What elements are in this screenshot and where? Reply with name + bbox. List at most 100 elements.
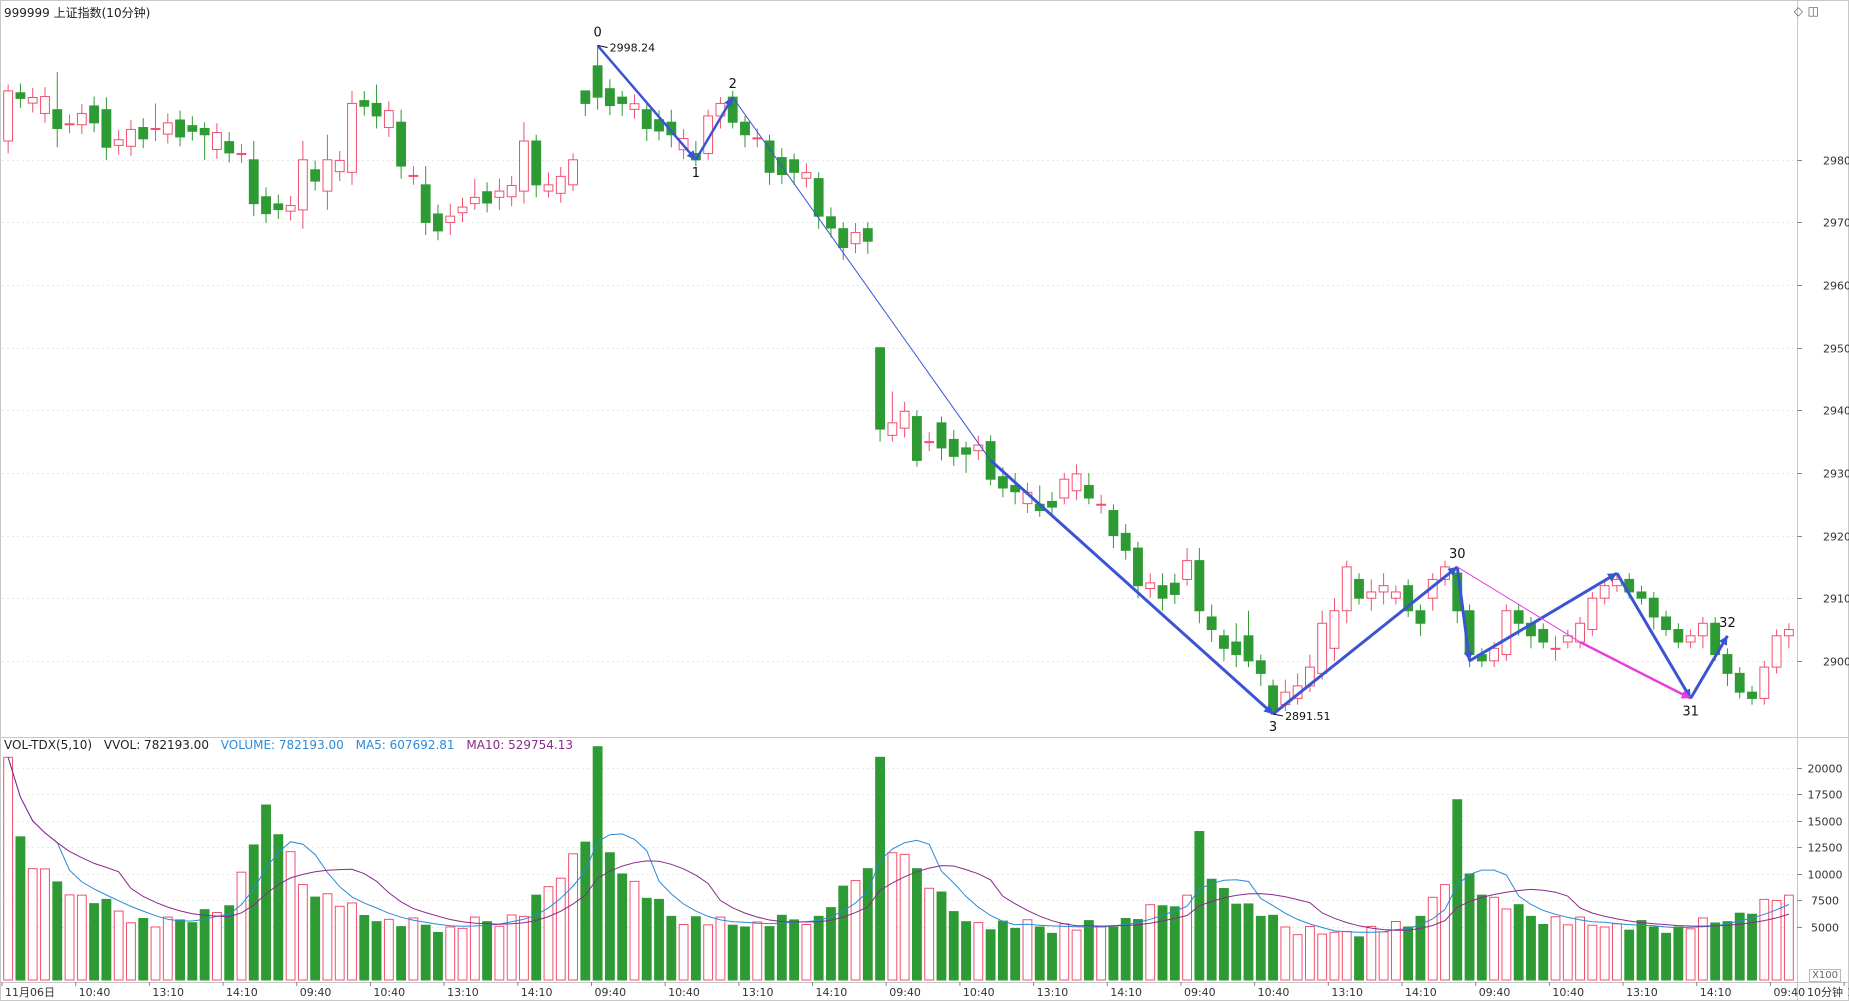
candle-up <box>1182 560 1193 580</box>
candle-down <box>1133 547 1143 587</box>
volume-bar <box>912 868 922 981</box>
candle-up <box>113 139 124 146</box>
volume-bar <box>641 897 652 981</box>
time-tick-label: 13:10 <box>742 986 774 999</box>
volume-bar <box>334 905 345 981</box>
volume-bar <box>1697 917 1708 981</box>
chart-title: 999999 上证指数(10分钟) <box>4 6 151 20</box>
volume-bar <box>1759 898 1770 981</box>
candle-down <box>175 119 185 138</box>
period-label: 10分钟 <box>1807 986 1843 999</box>
volume-bar <box>27 868 38 981</box>
candle-up <box>383 110 394 129</box>
volume-bar <box>826 907 836 981</box>
volume-bar <box>1268 914 1278 981</box>
wave-31-32-head <box>1719 635 1728 646</box>
candle-down <box>1047 500 1057 508</box>
volume-bar <box>297 884 308 981</box>
volume-bar <box>1304 925 1315 981</box>
candle-down <box>912 416 922 461</box>
time-tick-label: 13:10 <box>1626 986 1658 999</box>
candle-up <box>236 153 247 156</box>
candle-up <box>1599 585 1610 599</box>
volume-bar <box>1464 873 1475 981</box>
candle-down <box>1673 629 1684 643</box>
time-tick-label: 14:10 <box>521 986 553 999</box>
candle-down <box>1403 585 1414 612</box>
volume-bar <box>261 804 271 981</box>
wave-30-a-head <box>1463 651 1473 661</box>
candle-down <box>1722 654 1733 674</box>
candle-up <box>1759 666 1770 699</box>
candle-down <box>359 100 370 107</box>
price-tick-label: 2910 <box>1823 593 1849 606</box>
candle-down <box>1083 484 1094 499</box>
volume-bar <box>948 911 959 981</box>
candle-down <box>604 88 615 107</box>
volume-bar <box>887 852 898 981</box>
candle-down <box>875 347 885 430</box>
candle-down <box>482 191 493 204</box>
volume-bar <box>1010 927 1021 981</box>
candle-down <box>666 121 677 136</box>
volume-bar <box>924 887 935 981</box>
wave-1-2-head <box>724 97 733 108</box>
candle-up <box>1329 610 1340 649</box>
volume-bar <box>1710 922 1721 981</box>
time-tick-label: 10:40 <box>373 986 405 999</box>
volume-bar <box>236 871 247 981</box>
candle-down <box>1354 578 1364 599</box>
candle-up <box>1783 629 1794 637</box>
vvol-value: VVOL: 782193.00 <box>103 738 209 752</box>
volume-tick-label: 7500 <box>1811 895 1839 908</box>
volume-bar <box>1501 908 1512 981</box>
volume-bar <box>3 756 14 981</box>
volume-bar <box>285 851 296 981</box>
volume-bar <box>727 924 738 981</box>
time-tick-label: 09:40 <box>300 986 332 999</box>
candle-up <box>1550 647 1561 650</box>
candle-up <box>973 444 984 452</box>
volume-bar <box>506 914 517 981</box>
candle-down <box>813 178 824 217</box>
candle-up <box>408 174 419 177</box>
candle-up <box>126 128 136 147</box>
volume-bar <box>715 916 726 981</box>
volume-bar <box>985 929 996 981</box>
wave-0-1-head <box>686 150 696 160</box>
volume-bar <box>494 925 505 981</box>
candle-down <box>273 203 284 211</box>
candle-down <box>89 105 100 124</box>
diamond-icon[interactable]: ◇ <box>1793 4 1803 18</box>
candle-down <box>224 141 235 154</box>
price-tick-label: 2980 <box>1823 155 1849 168</box>
price-tick-label: 2900 <box>1823 656 1849 669</box>
time-tick-label: 14:10 <box>226 986 258 999</box>
volume-bar <box>1783 894 1794 981</box>
volume-bar <box>580 841 591 981</box>
candle-up <box>40 96 50 114</box>
candle-up <box>1697 622 1708 637</box>
time-tick-label: 13:10 <box>1331 986 1363 999</box>
volume-tick-label: 15000 <box>1808 816 1843 829</box>
candle-up <box>1501 610 1512 656</box>
candle-down <box>997 476 1008 489</box>
candle-up <box>64 123 75 126</box>
volume-bar <box>568 853 578 981</box>
candle-up <box>568 159 578 186</box>
time-tick-label: 09:40 <box>1773 986 1805 999</box>
wave-3-30-head <box>1447 566 1458 577</box>
volume-bar <box>175 919 185 981</box>
wave-30-31-pink <box>1579 640 1692 700</box>
window-icon[interactable]: ◫ <box>1807 4 1819 18</box>
volume-bar <box>1734 912 1745 981</box>
candle-down <box>1157 585 1168 599</box>
time-tick-label: 09:40 <box>1184 986 1216 999</box>
candle-down <box>1219 635 1229 649</box>
volume-bar <box>1120 917 1131 981</box>
volume-bar <box>408 917 419 981</box>
volume-bar <box>654 898 664 981</box>
time-tick-label: 11月06日 <box>5 986 55 999</box>
candle-down <box>1108 510 1119 537</box>
